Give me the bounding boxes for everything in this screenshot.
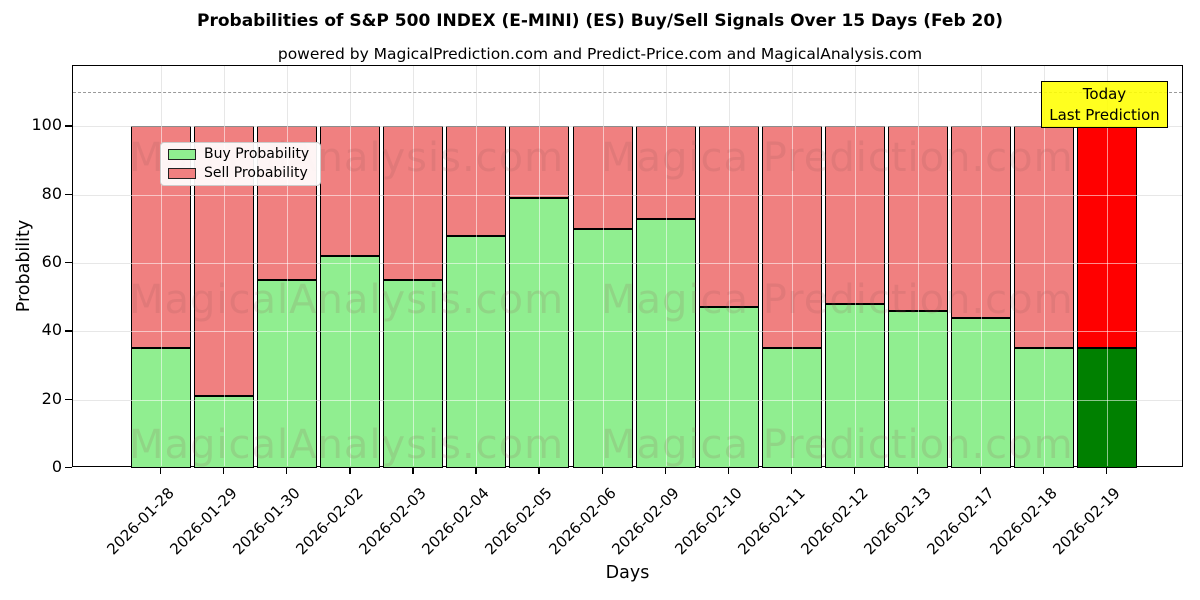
today-annotation: Today Last Prediction [1041,81,1168,128]
vertical-gridline-overlay [854,66,856,466]
vertical-gridline-overlay [350,66,352,466]
chart-title: Probabilities of S&P 500 INDEX (E-MINI) … [197,11,1003,31]
x-tick-label: 2026-01-29 [166,484,241,559]
legend-item-sell: Sell Probability [161,166,320,181]
horizontal-gridline-overlay [73,331,1182,333]
x-tick-label: 2026-02-11 [734,484,809,559]
y-tick-mark [65,467,72,469]
vertical-gridline-overlay [224,66,226,466]
y-tick-label: 60 [41,252,62,271]
vertical-gridline-overlay [1044,66,1045,466]
x-tick-mark [412,467,414,474]
watermark-text: Magica Prediction.com [601,277,1074,323]
x-axis-label: Days [605,563,650,583]
x-tick-mark [538,467,540,474]
x-tick-mark [853,467,856,474]
x-tick-mark [664,467,666,474]
x-tick-label: 2026-02-13 [860,484,935,559]
x-tick-label: 2026-02-05 [481,484,557,559]
watermark-text: Magica Prediction.com [601,422,1074,468]
watermark-text: MagicalAnalysis.com [129,277,565,323]
x-tick-mark [286,467,288,474]
vertical-gridline-overlay [476,66,478,466]
x-tick-label: 2026-02-18 [986,484,1061,559]
vertical-gridline-overlay [161,66,162,466]
x-tick-label: 2026-01-30 [229,484,304,559]
y-tick-mark [65,398,72,401]
x-tick-mark [1106,467,1108,474]
vertical-gridline-overlay [791,66,793,466]
vertical-gridline-overlay [287,66,289,466]
threshold-dashed-line [73,92,1182,94]
horizontal-gridline-overlay [73,194,1182,196]
horizontal-gridline-overlay [73,126,1182,128]
vertical-gridline-overlay [917,66,919,466]
x-tick-label: 2026-01-28 [103,484,178,559]
y-tick-mark [65,262,72,264]
x-tick-mark [979,467,982,474]
y-tick-label: 40 [41,320,62,340]
y-tick-mark [65,125,72,127]
x-tick-mark [916,467,919,474]
x-tick-mark [475,467,477,474]
watermark-text: Magica Prediction.com [601,135,1074,181]
x-tick-mark [601,467,603,474]
legend-label-buy: Buy Probability [204,146,310,162]
horizontal-gridline-overlay [73,399,1182,401]
y-tick-label: 20 [41,388,62,408]
vertical-gridline-overlay [728,66,730,466]
y-tick-label: 0 [51,457,62,476]
x-tick-mark [349,467,351,474]
x-tick-label: 2026-02-06 [544,484,620,559]
chart-subtitle: powered by MagicalPrediction.com and Pre… [277,45,923,63]
legend: Buy Probability Sell Probability [160,142,321,186]
y-tick-mark [65,193,72,195]
legend-swatch-sell-icon [168,168,196,179]
y-tick-mark [65,330,72,332]
x-tick-mark [1043,467,1045,474]
vertical-gridline-overlay [980,66,982,466]
vertical-gridline-overlay [665,66,667,466]
legend-swatch-buy-icon [168,149,196,160]
y-tick-label: 80 [41,183,62,203]
x-tick-label: 2026-02-02 [292,484,367,559]
x-tick-label: 2026-02-17 [923,484,998,559]
x-tick-mark [223,467,225,474]
horizontal-gridline-overlay [73,263,1182,264]
plot-area: Buy Probability Sell Probability Magical… [72,65,1183,468]
legend-label-sell: Sell Probability [204,165,308,181]
x-tick-label: 2026-02-19 [1049,484,1124,559]
x-tick-label: 2026-02-03 [355,484,431,559]
y-tick-label: 100 [31,115,62,135]
x-tick-mark [790,467,793,474]
vertical-gridline-overlay [413,66,415,466]
vertical-gridline-overlay [539,66,541,466]
watermark-text: MagicalAnalysis.com [129,422,565,468]
legend-item-buy: Buy Probability [161,147,320,162]
today-annotation-line2: Last Prediction [1049,105,1160,124]
x-tick-mark [727,467,729,474]
vertical-gridline-overlay [1107,66,1108,466]
vertical-gridline-overlay [602,66,604,466]
x-tick-label: 2026-02-12 [797,484,872,559]
x-tick-mark [160,467,162,474]
today-annotation-line1: Today [1082,84,1127,103]
